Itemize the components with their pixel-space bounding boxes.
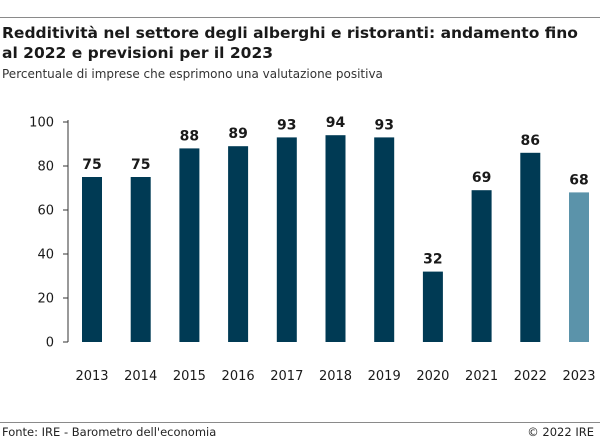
bar-2023 [569,192,589,342]
x-tick-label-2022: 2022 [514,369,547,384]
data-label-2013: 75 [82,157,101,173]
bar-2016 [228,146,249,342]
bar-2021 [471,190,492,342]
x-tick-label-2014: 2014 [124,369,157,384]
data-label-2018: 94 [326,115,346,131]
bar-2017 [276,137,297,342]
y-tick-label: 20 [37,292,54,307]
chart-subtitle: Percentuale di imprese che esprimono una… [2,67,383,81]
data-label-2023: 68 [569,172,588,188]
x-tick-label-2020: 2020 [416,369,449,384]
data-label-2019: 93 [374,117,393,133]
x-tick-label-2016: 2016 [222,369,255,384]
data-label-2016: 89 [228,126,247,142]
x-tick-label-2015: 2015 [173,369,206,384]
bar-2018 [325,135,346,342]
top-rule [0,17,600,18]
bottom-rule [0,422,600,423]
x-tick-label-2023: 2023 [562,369,595,384]
data-label-2022: 86 [521,133,540,149]
y-tick-label: 40 [37,248,54,263]
data-label-2015: 88 [180,128,199,144]
copyright-note: © 2022 IRE [527,425,594,439]
data-label-2017: 93 [277,117,296,133]
data-label-2021: 69 [472,170,491,186]
bar-2022 [520,152,541,342]
x-tick-label-2013: 2013 [75,369,108,384]
y-tick-label: 80 [37,160,54,175]
bar-2013 [82,177,102,342]
y-tick-label: 0 [46,336,54,351]
bar-2019 [374,137,395,342]
x-tick-label-2017: 2017 [270,369,303,384]
data-label-2014: 75 [131,157,150,173]
data-label-2020: 32 [423,252,442,268]
chart-title: Redditività nel settore degli alberghi e… [2,24,578,62]
bar-2020 [422,271,443,342]
x-tick-label-2019: 2019 [368,369,401,384]
y-tick-label: 100 [29,116,54,131]
bar-2014 [130,177,151,342]
y-tick-label: 60 [37,204,54,219]
source-note: Fonte: IRE - Barometro dell'economia [2,425,217,439]
x-tick-label-2021: 2021 [465,369,498,384]
x-tick-label-2018: 2018 [319,369,352,384]
bar-2015 [179,148,200,342]
